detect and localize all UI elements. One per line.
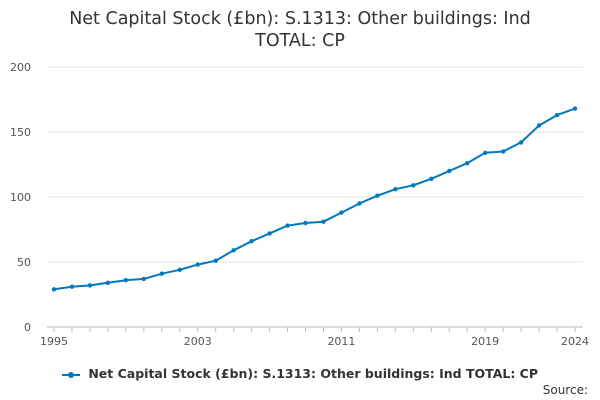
y-tick-label: 200 xyxy=(10,61,31,74)
data-point xyxy=(123,278,129,283)
data-point xyxy=(267,231,272,236)
data-point xyxy=(303,220,308,226)
data-point xyxy=(213,258,218,263)
y-tick-label: 0 xyxy=(24,321,31,334)
data-point xyxy=(375,193,380,198)
y-tick-label: 100 xyxy=(10,191,31,204)
data-point xyxy=(411,183,416,188)
data-point xyxy=(105,280,111,285)
data-point xyxy=(518,140,524,145)
x-tick-label: 1995 xyxy=(40,335,68,348)
legend-series-label: Net Capital Stock (£bn): S.1313: Other b… xyxy=(88,366,539,381)
x-tick-label: 2019 xyxy=(471,335,499,348)
chart-title: Net Capital Stock (£bn): S.1313: Other b… xyxy=(0,8,600,52)
y-tick-label: 50 xyxy=(17,256,31,269)
data-point xyxy=(536,123,542,128)
source-label: Source: xyxy=(542,383,588,397)
data-point xyxy=(231,248,236,253)
data-point xyxy=(500,149,506,154)
data-point xyxy=(141,276,147,282)
x-tick-label: 2003 xyxy=(184,335,212,348)
series-line xyxy=(53,107,576,291)
y-tick-label: 150 xyxy=(10,126,31,139)
data-point xyxy=(357,201,362,206)
data-point xyxy=(69,284,75,289)
legend-series-marker xyxy=(61,370,80,380)
data-point xyxy=(285,223,290,228)
chart-title-line-2: TOTAL: CP xyxy=(255,31,345,51)
data-point xyxy=(195,262,200,267)
data-point xyxy=(177,267,182,272)
data-point xyxy=(554,112,560,118)
data-point xyxy=(482,150,488,155)
data-point xyxy=(447,168,452,174)
chart-title-line-1: Net Capital Stock (£bn): S.1313: Other b… xyxy=(69,9,531,29)
data-point xyxy=(393,187,398,192)
x-tick-label: 2011 xyxy=(327,335,355,348)
data-point xyxy=(429,176,434,181)
data-point xyxy=(339,210,344,215)
data-point xyxy=(51,287,57,292)
data-point xyxy=(159,271,164,276)
data-point xyxy=(321,219,326,224)
data-point xyxy=(465,161,470,166)
x-tick-label: 2024 xyxy=(561,335,589,348)
data-point xyxy=(87,283,93,288)
data-point xyxy=(572,106,578,111)
legend[interactable]: Net Capital Stock (£bn): S.1313: Other b… xyxy=(0,366,600,381)
data-point xyxy=(249,239,254,244)
